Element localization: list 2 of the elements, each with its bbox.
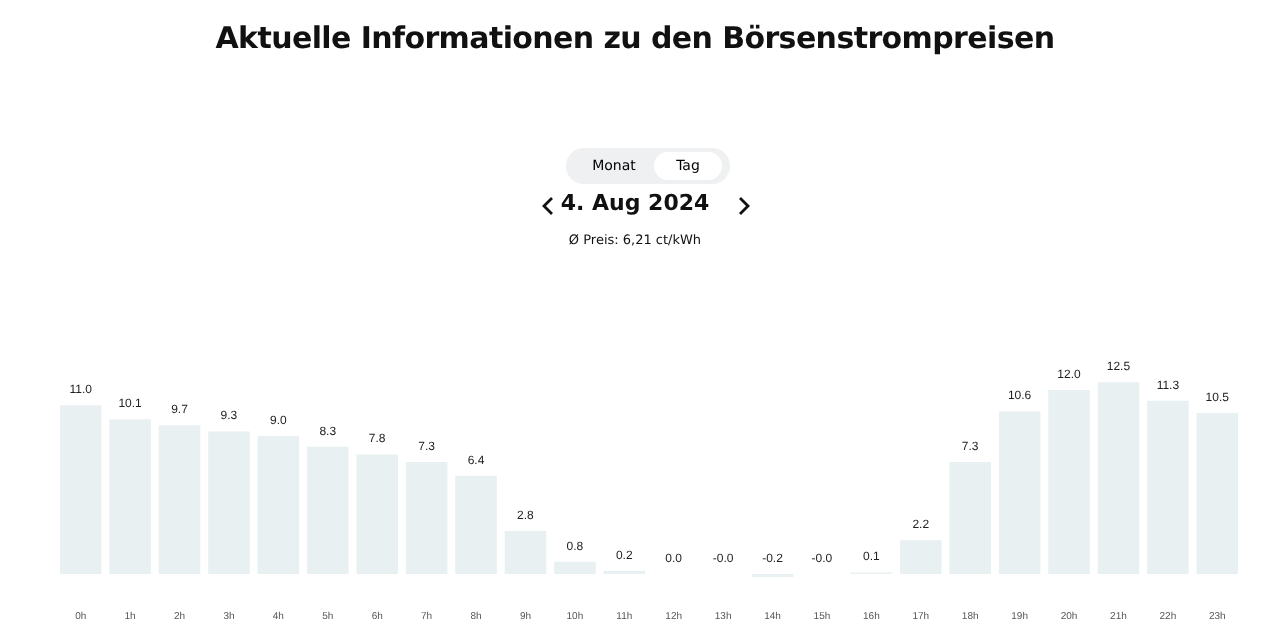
- chart-title: Aktuelle Informationen zu den Börsenstrompreisen: [213, 20, 1057, 56]
- chart-subtitle: 4. Aug 2024: [558, 190, 712, 216]
